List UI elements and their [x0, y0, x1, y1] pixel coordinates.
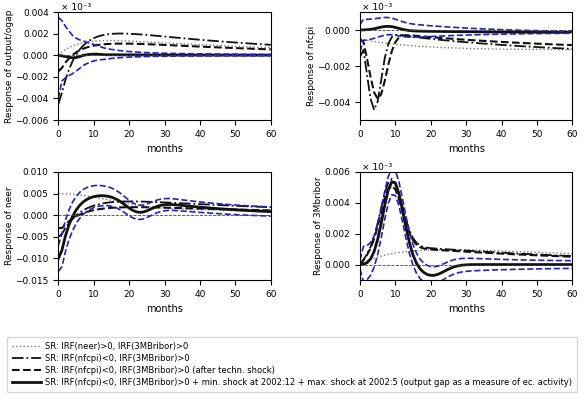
X-axis label: months: months — [146, 144, 183, 154]
Legend: SR: IRF(neer)>0, IRF(3MBribor)>0, SR: IRF(nfcpi)<0, IRF(3MBribor)>0, SR: IRF(nfc: SR: IRF(neer)>0, IRF(3MBribor)>0, SR: IR… — [7, 337, 577, 392]
X-axis label: months: months — [146, 304, 183, 314]
X-axis label: months: months — [448, 144, 485, 154]
Text: × 10⁻³: × 10⁻³ — [61, 3, 91, 12]
X-axis label: months: months — [448, 304, 485, 314]
Y-axis label: Response of neer: Response of neer — [5, 187, 14, 265]
Y-axis label: Response of output/ogap: Response of output/ogap — [5, 9, 14, 123]
Text: × 10⁻³: × 10⁻³ — [362, 163, 392, 172]
Y-axis label: Response of nfcpi: Response of nfcpi — [307, 26, 315, 106]
Y-axis label: Response of 3Mbribor: Response of 3Mbribor — [314, 177, 323, 275]
Text: × 10⁻³: × 10⁻³ — [362, 3, 392, 12]
